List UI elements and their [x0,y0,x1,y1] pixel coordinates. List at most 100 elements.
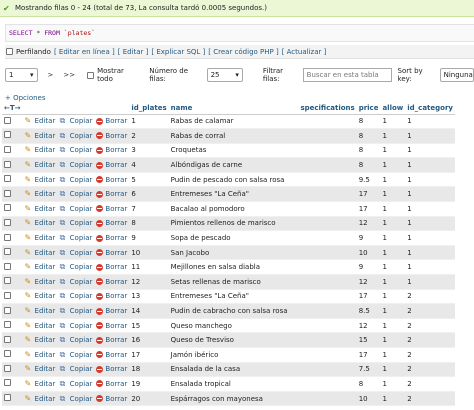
delete-action[interactable]: Borrar [94,318,130,334]
delete-label[interactable]: Borrar [105,219,128,228]
copy-label[interactable]: Copiar [69,394,93,403]
header-id-category[interactable]: id_category [405,103,455,115]
edit-label[interactable]: Editar [34,146,56,155]
delete-label[interactable]: Borrar [105,248,128,257]
edit-label[interactable]: Editar [34,350,56,359]
edit-label[interactable]: Editar [34,263,56,272]
edit-action[interactable]: ✎ Editar [22,332,58,348]
edit-action[interactable]: ✎ Editar [22,230,58,246]
edit-label[interactable]: Editar [34,394,56,403]
header-specifications[interactable]: specifications [298,103,357,115]
rows-count-select[interactable]: 25 ▾ [206,68,243,82]
row-checkbox[interactable] [4,394,11,402]
row-checkbox[interactable] [4,291,11,299]
row-checkbox[interactable] [4,218,11,226]
copy-action[interactable]: ⧉ Copiar [57,332,95,348]
copy-label[interactable]: Copiar [69,219,93,228]
edit-action[interactable]: ✎ Editar [22,143,58,159]
delete-action[interactable]: Borrar [94,201,130,217]
delete-action[interactable]: Borrar [94,362,130,378]
inline-edit-link[interactable]: [ Editar en línea ] [53,47,115,56]
header-arrows[interactable]: ←T→ [2,103,23,115]
delete-action[interactable]: Borrar [94,114,130,130]
next-page-button[interactable]: > [47,71,54,79]
edit-action[interactable]: ✎ Editar [22,259,58,276]
delete-action[interactable]: Borrar [94,172,130,188]
copy-action[interactable]: ⧉ Copiar [57,391,95,407]
edit-label[interactable]: Editar [34,321,56,330]
delete-label[interactable]: Borrar [105,379,128,388]
edit-action[interactable]: ✎ Editar [22,114,58,130]
delete-label[interactable]: Borrar [105,336,128,345]
edit-label[interactable]: Editar [34,336,56,345]
edit-action[interactable]: ✎ Editar [22,347,58,363]
edit-label[interactable]: Editar [34,117,56,126]
copy-label[interactable]: Copiar [69,161,93,170]
copy-label[interactable]: Copiar [69,379,93,388]
copy-label[interactable]: Copiar [69,263,93,272]
delete-action[interactable]: Borrar [94,216,130,232]
copy-label[interactable]: Copiar [69,350,93,359]
copy-label[interactable]: Copiar [69,117,93,126]
header-price[interactable]: price [356,103,381,115]
delete-action[interactable]: Borrar [94,289,130,305]
copy-action[interactable]: ⧉ Copiar [57,289,95,305]
row-checkbox[interactable] [4,175,11,183]
copy-action[interactable]: ⧉ Copiar [57,216,95,232]
copy-action[interactable]: ⧉ Copiar [57,347,95,363]
edit-action[interactable]: ✎ Editar [22,216,58,232]
delete-label[interactable]: Borrar [105,321,128,330]
row-checkbox[interactable] [4,277,11,285]
edit-label[interactable]: Editar [34,175,56,184]
sql-query-box[interactable]: SELECT * FROM `plates` [5,24,474,42]
row-checkbox[interactable] [4,350,11,358]
copy-action[interactable]: ⧉ Copiar [57,114,95,130]
copy-action[interactable]: ⧉ Copiar [57,201,95,217]
delete-label[interactable]: Borrar [105,234,128,243]
last-page-button[interactable]: >> [63,71,76,79]
delete-label[interactable]: Borrar [105,190,128,199]
column-arrows-icon[interactable]: ←T→ [4,104,21,113]
edit-action[interactable]: ✎ Editar [22,376,58,392]
edit-label[interactable]: Editar [34,234,56,243]
copy-action[interactable]: ⧉ Copiar [57,362,95,378]
edit-label[interactable]: Editar [34,219,56,228]
row-checkbox[interactable] [4,131,11,139]
delete-action[interactable]: Borrar [94,274,130,290]
delete-action[interactable]: Borrar [94,128,130,144]
delete-action[interactable]: Borrar [94,259,130,276]
edit-label[interactable]: Editar [34,161,56,170]
copy-label[interactable]: Copiar [69,292,93,301]
edit-label[interactable]: Editar [34,292,56,301]
row-checkbox[interactable] [4,204,11,212]
edit-action[interactable]: ✎ Editar [22,318,58,334]
row-checkbox[interactable] [4,321,11,329]
edit-action[interactable]: ✎ Editar [22,128,58,144]
delete-label[interactable]: Borrar [105,117,128,126]
delete-action[interactable]: Borrar [94,376,130,392]
edit-action[interactable]: ✎ Editar [22,391,58,407]
copy-action[interactable]: ⧉ Copiar [57,128,95,144]
options-toggle[interactable]: + Opciones [5,94,46,102]
edit-label[interactable]: Editar [34,379,56,388]
filter-rows-input[interactable]: Buscar en esta tabla [302,68,392,82]
delete-label[interactable]: Borrar [105,204,128,213]
delete-label[interactable]: Borrar [105,175,128,184]
show-all-checkbox[interactable] [87,71,95,79]
delete-label[interactable]: Borrar [105,277,128,286]
copy-label[interactable]: Copiar [69,204,93,213]
copy-label[interactable]: Copiar [69,146,93,155]
edit-label[interactable]: Editar [34,131,56,140]
edit-action[interactable]: ✎ Editar [22,245,58,261]
create-php-link[interactable]: [ Crear código PHP ] [208,47,279,56]
edit-action[interactable]: ✎ Editar [22,201,58,217]
row-checkbox[interactable] [4,335,11,343]
delete-action[interactable]: Borrar [94,230,130,246]
copy-action[interactable]: ⧉ Copiar [57,143,95,159]
row-checkbox[interactable] [4,379,11,387]
header-name[interactable]: name [168,103,299,115]
delete-label[interactable]: Borrar [105,394,128,403]
edit-label[interactable]: Editar [34,248,56,257]
row-checkbox[interactable] [4,233,11,241]
copy-label[interactable]: Copiar [69,248,93,257]
